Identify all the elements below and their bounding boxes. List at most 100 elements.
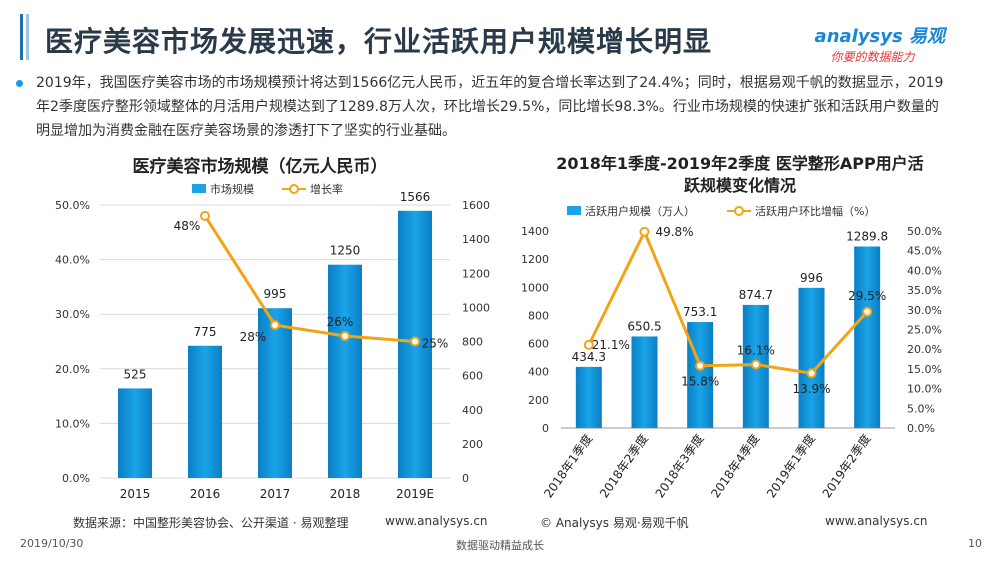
qoq-label: 49.8% (655, 225, 693, 239)
y-right-tick: 10.0% (907, 383, 942, 396)
y-left-tick: 0 (542, 422, 549, 435)
y-right-tick: 40.0% (907, 264, 942, 277)
qoq-label: 29.5% (848, 289, 886, 303)
bar-market-size (118, 388, 152, 478)
qoq-point (583, 339, 594, 350)
bullet-dot-icon (16, 80, 23, 87)
x-tick: 2018年1季度 (540, 431, 595, 500)
title-accent-bar-light (26, 14, 29, 60)
bar-label: 996 (800, 271, 823, 285)
y-left-tick: 0.0% (62, 472, 90, 485)
x-tick: 2019年2季度 (819, 431, 874, 500)
legend-label-active-users: 活跃用户规模（万人） (585, 204, 695, 218)
chart2-source: © Analysys 易观·易观千帆 (540, 516, 689, 530)
qoq-label: 16.1% (737, 344, 775, 358)
legend-label-market-size: 市场规模 (210, 182, 254, 196)
bar-market-size (258, 308, 292, 478)
chart1-source: 数据来源：中国整形美容协会、公开渠道 · 易观整理 (73, 516, 349, 530)
page-title: 医疗美容市场发展迅速，行业活跃用户规模增长明显 (45, 25, 713, 58)
x-tick: 2018 (330, 487, 361, 501)
x-tick: 2018年4季度 (707, 431, 762, 500)
qoq-point (806, 368, 817, 379)
y-right-tick: 25.0% (907, 324, 942, 337)
bar-label: 1566 (400, 190, 431, 204)
y-right-tick: 5.0% (907, 402, 935, 415)
bar-label: 995 (264, 287, 287, 301)
bar-active-users (687, 322, 714, 428)
chart2-title-line1: 2018年1季度-2019年2季度 医学整形APP用户活 (556, 154, 923, 173)
logo: analysys 易观 你要的数据能力 (815, 22, 945, 65)
market-size-chart: 医疗美容市场规模（亿元人民币） 市场规模 增长率 0.0% 10.0% 20.0% 30.0… (55, 156, 490, 501)
y-left-tick: 1400 (521, 225, 549, 238)
chart1-url: www.analysys.cn (385, 514, 488, 528)
y-right-tick: 1000 (462, 301, 490, 314)
bar-market-size (328, 264, 362, 478)
y-right-tick: 15.0% (907, 363, 942, 376)
bar-label: 1250 (330, 244, 361, 258)
legend-label-qoq: 活跃用户环比增幅（%） (755, 204, 875, 218)
growth-label: 26% (327, 315, 354, 329)
y-left-tick: 20.0% (55, 363, 90, 376)
summary-text: 2019年，我国医疗美容市场的市场规模预计将达到1566亿元人民币，近五年的复合… (36, 75, 944, 139)
bar-label: 650.5 (627, 319, 661, 333)
x-tick: 2015 (120, 487, 151, 501)
bar-label: 775 (194, 325, 217, 339)
y-left-tick: 400 (528, 366, 549, 379)
y-left-tick: 800 (528, 309, 549, 322)
page-number: 10 (968, 537, 982, 550)
logo-main-text: analysys 易观 (814, 26, 945, 47)
bar-label: 874.7 (739, 288, 773, 302)
bar-market-size (188, 345, 222, 478)
y-right-tick: 600 (462, 370, 483, 383)
y-right-tick: 0.0% (907, 422, 935, 435)
footer-slogan: 数据驱动精益成长 (456, 539, 544, 552)
y-left-tick: 200 (528, 394, 549, 407)
qoq-point (862, 306, 873, 317)
active-users-chart: 2018年1季度-2019年2季度 医学整形APP用户活跃规模变化情况活跃用户规… (521, 154, 942, 500)
legend-label-growth: 增长率 (310, 182, 343, 196)
x-tick: 2016 (190, 487, 221, 501)
footer-date: 2019/10/30 (20, 537, 84, 550)
qoq-line (587, 228, 869, 375)
y-left-tick: 1200 (521, 253, 549, 266)
bar-label: 1289.8 (846, 230, 888, 244)
y-left-tick: 50.0% (55, 199, 90, 212)
bar-label: 434.3 (572, 350, 606, 364)
bar-active-users (631, 336, 658, 428)
y-right-tick: 20.0% (907, 343, 942, 356)
y-right-tick: 0 (462, 472, 469, 485)
y-right-tick: 1200 (462, 267, 490, 280)
qoq-point (639, 226, 650, 237)
y-left-tick: 10.0% (55, 417, 90, 430)
legend-swatch-market-size (192, 184, 206, 193)
legend-marker-qoq (734, 206, 744, 216)
x-tick: 2018年3季度 (652, 431, 707, 500)
y-right-tick: 35.0% (907, 284, 942, 297)
growth-point (340, 331, 350, 342)
x-tick: 2019年1季度 (763, 431, 818, 500)
bar-active-users (575, 366, 602, 428)
bar-active-users (798, 287, 825, 428)
chart2-url: www.analysys.cn (825, 514, 928, 528)
bar-label: 525 (124, 367, 147, 381)
title-accent-bar (20, 14, 23, 60)
x-tick: 2019E (396, 487, 434, 501)
y-left-tick: 30.0% (55, 308, 90, 321)
legend-marker-growth (289, 184, 299, 194)
qoq-label: 15.8% (681, 375, 719, 389)
chart1-title: 医疗美容市场规模（亿元人民币） (133, 156, 388, 177)
bar-active-users (854, 246, 881, 428)
y-right-tick: 1400 (462, 233, 490, 246)
y-left-tick: 600 (528, 338, 549, 351)
y-right-tick: 30.0% (907, 304, 942, 317)
legend-swatch-active-users (567, 206, 581, 215)
growth-label: 28% (240, 330, 267, 344)
summary-paragraph: 2019年，我国医疗美容市场的市场规模预计将达到1566亿元人民币，近五年的复合… (16, 71, 948, 143)
y-right-tick: 45.0% (907, 245, 942, 258)
y-left-tick: 1000 (521, 281, 549, 294)
logo-slogan: 你要的数据能力 (830, 50, 915, 64)
bar-label: 753.1 (683, 305, 717, 319)
growth-point (410, 336, 420, 347)
qoq-point (750, 359, 761, 370)
x-tick: 2017 (260, 487, 291, 501)
